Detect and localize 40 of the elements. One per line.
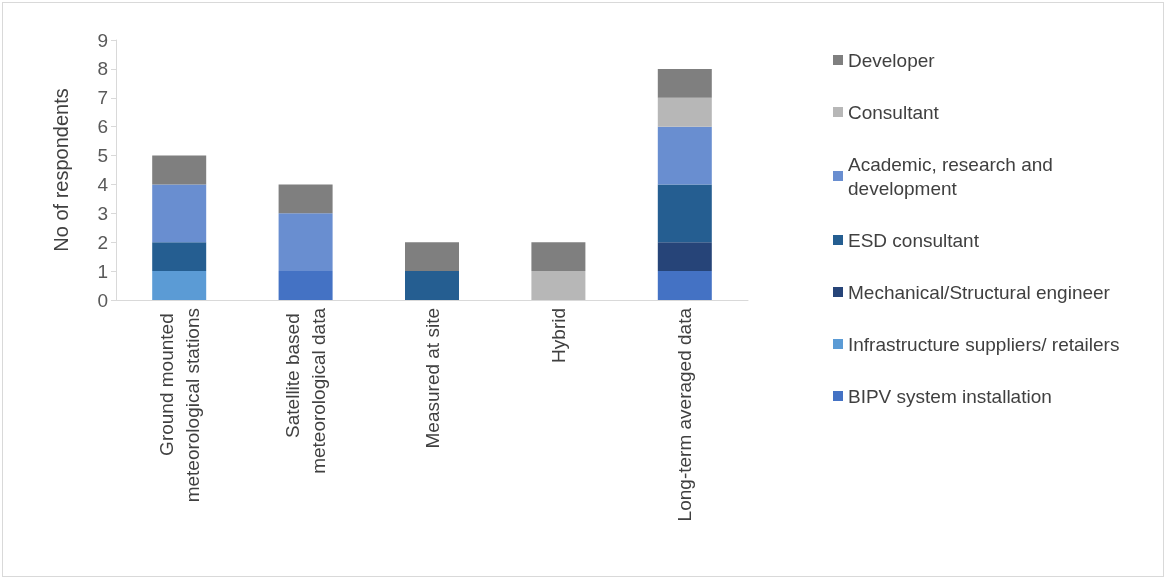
bar [152, 271, 207, 300]
bar [278, 271, 333, 300]
x-tick-label: Satellite based meteorological data [282, 307, 330, 474]
bar [657, 126, 712, 185]
legend-label: Infrastructure suppliers/ retailers [848, 333, 1120, 355]
legend-label: ESD consultant [848, 229, 980, 251]
y-tick-label: 9 [97, 29, 108, 51]
x-tick-label: Hybrid [547, 308, 569, 363]
x-tick-label: Measured at site [421, 308, 443, 449]
bar [152, 184, 207, 243]
y-tick-label: 0 [97, 289, 108, 311]
bar [531, 242, 586, 272]
x-tick-label: Ground mounted meteorological stations [155, 308, 203, 503]
y-tick-label: 3 [97, 202, 108, 224]
x-tick-label: Long-term averaged data [674, 307, 696, 522]
bar [278, 184, 333, 214]
legend-label: Academic, research and development [848, 153, 1059, 199]
bar [531, 271, 586, 300]
legend-label: Developer [848, 49, 936, 71]
legend-label: BIPV system installation [848, 385, 1052, 407]
bar [405, 242, 459, 272]
y-tick-label: 1 [97, 260, 108, 282]
y-tick-label: 2 [97, 231, 108, 253]
bar [657, 184, 712, 243]
y-tick-label: 6 [97, 116, 108, 138]
bar [657, 68, 712, 98]
bar [657, 97, 712, 127]
legend-label: Consultant [848, 101, 940, 123]
bar [405, 271, 459, 300]
bar [657, 242, 712, 272]
bar [152, 155, 207, 185]
legend-label: Mechanical/Structural engineer [848, 281, 1111, 303]
y-tick-label: 5 [97, 145, 108, 167]
bar [152, 242, 207, 272]
bar [278, 213, 333, 272]
y-tick-label: 8 [97, 58, 108, 80]
y-tick-label: 4 [97, 173, 109, 195]
bar [657, 271, 712, 300]
y-tick-label: 7 [97, 87, 108, 109]
y-axis-title: No of respondents [50, 88, 72, 252]
